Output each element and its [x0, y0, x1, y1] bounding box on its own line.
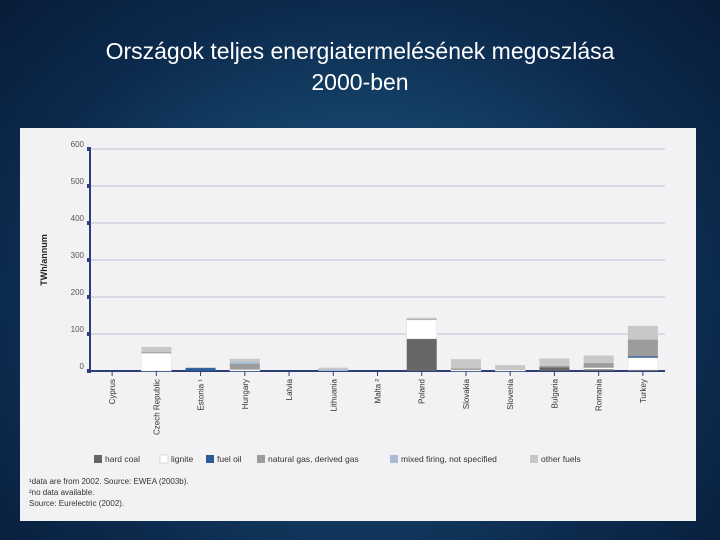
legend-label: fuel oil — [217, 454, 242, 464]
bar-segment — [539, 367, 570, 371]
bar-segment — [406, 319, 437, 340]
bar-segment — [185, 368, 216, 371]
bar-segment — [450, 368, 481, 370]
bar-segment — [318, 369, 349, 371]
footnote-2: ²no data available. — [29, 488, 95, 497]
y-tick-label: 0 — [80, 362, 85, 371]
x-tick-label: Turkey — [639, 379, 648, 403]
bar-segment — [406, 338, 437, 371]
legend-label: other fuels — [541, 454, 581, 464]
chart-panel: 0 100 200 300 400 500 600 TWh/annum Cyprus Czech … — [20, 128, 696, 521]
slide-title: Országok teljes energiatermelésének mego… — [0, 36, 720, 98]
bar-segment — [627, 325, 658, 340]
x-tick-label: Romania — [595, 378, 604, 411]
bar-segment — [495, 368, 526, 370]
legend-swatch — [94, 455, 102, 463]
y-tick-label: 200 — [71, 288, 85, 297]
legend-label: natural gas, derived gas — [268, 454, 359, 464]
x-tick-label: Lithuania — [329, 378, 338, 411]
bar-segment — [495, 365, 526, 369]
bar-segment — [229, 363, 260, 370]
bar-segment — [583, 367, 614, 370]
bar-segment — [229, 361, 260, 364]
bar-segment — [141, 352, 172, 372]
x-tick-label: Czech Republic — [152, 379, 161, 435]
bar-segment — [141, 352, 172, 354]
legend-label: lignite — [171, 454, 193, 464]
bar-segment — [583, 369, 614, 371]
slide-title-line-2: 2000-ben — [311, 69, 409, 95]
x-tick-label: Latvia — [285, 378, 294, 400]
x-tick-label: Poland — [418, 379, 427, 404]
x-tick-label: Malta ² — [374, 379, 383, 404]
bar-segment — [141, 346, 172, 353]
y-tick-label: 400 — [71, 214, 85, 223]
footnote-3: Source: Eurelectric (2002). — [29, 499, 125, 508]
bar-segment — [627, 369, 658, 371]
bar-segment — [229, 358, 260, 362]
x-tick-label: Estonia ¹ — [197, 379, 206, 411]
bar-segment — [627, 357, 659, 371]
bar-segment — [229, 369, 261, 372]
legend-swatch — [159, 454, 169, 464]
slide-title-line-1: Országok teljes energiatermelésének mego… — [105, 38, 615, 64]
legend-swatch — [257, 455, 265, 463]
y-axis-label: TWh/annum — [39, 234, 49, 286]
x-tick-label: Slovenia — [506, 378, 515, 409]
legend-label: mixed firing, not specified — [401, 454, 497, 464]
bar-segment — [318, 367, 349, 370]
bar-segment — [450, 369, 482, 372]
x-tick-label: Slovakia — [462, 378, 471, 409]
bar-segment — [539, 358, 570, 366]
legend-swatch — [390, 455, 398, 463]
bar-segment — [406, 319, 437, 320]
stacked-bar-chart: 0 100 200 300 400 500 600 TWh/annum Cyprus Czech … — [39, 140, 665, 464]
bar-segment — [627, 356, 658, 358]
bar-segment — [583, 355, 614, 363]
x-tick-label: Bulgaria — [550, 378, 559, 408]
legend-swatch — [530, 455, 538, 463]
bar-segment — [627, 339, 658, 357]
y-tick-label: 300 — [71, 251, 85, 260]
y-tick-label: 600 — [71, 140, 85, 149]
x-tick-label: Hungary — [241, 379, 250, 409]
bar-segment — [539, 365, 570, 368]
y-tick-label: 500 — [71, 177, 85, 186]
bar-segment — [494, 369, 526, 372]
footnote-1: ¹data are from 2002. Source: EWEA (2003b… — [29, 477, 189, 486]
legend-swatch — [206, 455, 214, 463]
y-tick-label: 100 — [71, 325, 85, 334]
bar-segment — [583, 362, 614, 368]
legend-label: hard coal — [105, 454, 140, 464]
x-tick-label: Cyprus — [108, 379, 117, 404]
bar-segment — [406, 317, 437, 320]
bar-segment — [185, 367, 216, 369]
bar-segment — [450, 359, 481, 369]
footnotes: ¹data are from 2002. Source: EWEA (2003b… — [29, 476, 189, 509]
